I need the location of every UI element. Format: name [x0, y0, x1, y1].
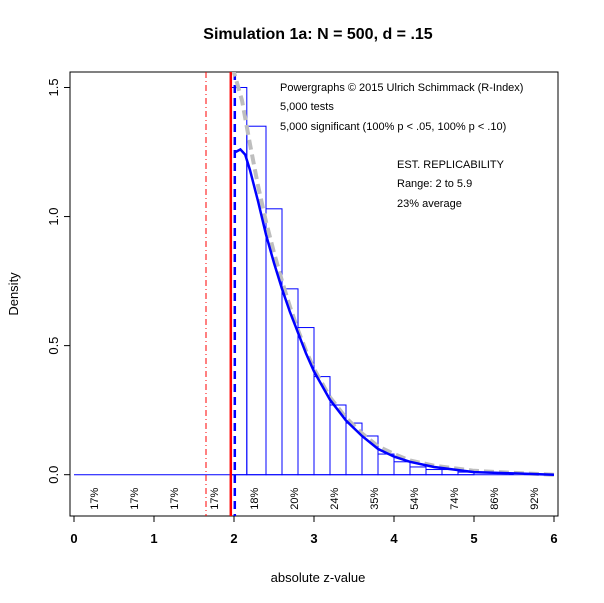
y-tick-label: 0.5 [46, 337, 61, 355]
percent-label: 17% [209, 487, 221, 509]
percent-label: 86% [489, 487, 501, 509]
histogram-bar [393, 461, 411, 476]
histogram-bar [409, 466, 427, 476]
percent-label: 17% [169, 487, 181, 509]
annotation-line: 23% average [397, 198, 462, 210]
x-tick-label: 0 [70, 531, 77, 546]
histogram-bar [230, 86, 248, 476]
percent-labels: 17% 17% 17% 17% 18% 20% 24% 35% 54% 74% 86% 92% [89, 487, 541, 509]
y-axis-title: Density [6, 272, 21, 316]
percent-label: 17% [129, 487, 141, 509]
histogram-bar [281, 288, 299, 476]
y-tick-label: 1.5 [46, 78, 61, 96]
annotation-line: Powergraphs © 2015 Ulrich Schimmack (R-I… [280, 82, 523, 94]
annotation-line: EST. REPLICABILITY [397, 159, 505, 171]
histogram-bar [377, 453, 395, 476]
percent-label: 35% [369, 487, 381, 509]
x-tick-label: 2 [230, 531, 237, 546]
annotation-line: 5,000 significant (100% p < .05, 100% p … [280, 121, 506, 133]
y-axis: 0.0 0.5 1.0 1.5 [46, 78, 70, 484]
percent-label: 24% [329, 487, 341, 509]
y-tick-label: 0.0 [46, 466, 61, 484]
fitted-curve [231, 72, 555, 477]
percent-label: 18% [249, 487, 261, 509]
annotations: Powergraphs © 2015 Ulrich Schimmack (R-I… [280, 82, 523, 210]
x-tick-label: 1 [150, 531, 157, 546]
x-axis: 0 1 2 3 4 5 6 [70, 516, 558, 546]
y-tick-label: 1.0 [46, 208, 61, 226]
x-axis-title: absolute z-value [271, 570, 366, 585]
percent-label: 20% [289, 487, 301, 509]
density-curve [235, 147, 555, 476]
percent-label: 54% [409, 487, 421, 509]
chart-title: Simulation 1a: N = 500, d = .15 [203, 26, 433, 43]
x-tick-label: 4 [390, 531, 398, 546]
annotation-line: 5,000 tests [280, 101, 334, 113]
percent-label: 17% [89, 487, 101, 509]
percent-label: 74% [449, 487, 461, 509]
x-tick-label: 5 [470, 531, 477, 546]
x-tick-label: 3 [310, 531, 317, 546]
percent-label: 92% [529, 487, 541, 509]
annotation-line: Range: 2 to 5.9 [397, 178, 472, 190]
histogram-bar [425, 469, 443, 476]
plot-content [74, 72, 555, 516]
x-tick-label: 6 [550, 531, 557, 546]
